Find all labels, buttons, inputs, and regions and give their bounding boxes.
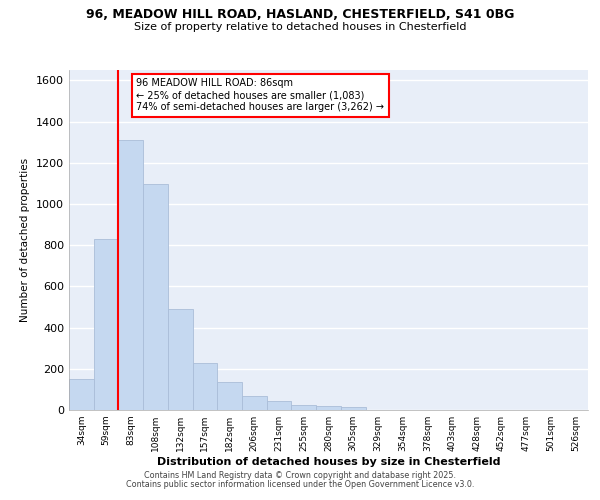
Bar — [143, 184, 168, 410]
Text: Contains HM Land Registry data © Crown copyright and database right 2025.: Contains HM Land Registry data © Crown c… — [144, 471, 456, 480]
Y-axis label: Number of detached properties: Number of detached properties — [20, 158, 31, 322]
X-axis label: Distribution of detached houses by size in Chesterfield: Distribution of detached houses by size … — [157, 457, 500, 467]
Bar — [341, 407, 365, 410]
Text: 96, MEADOW HILL ROAD, HASLAND, CHESTERFIELD, S41 0BG: 96, MEADOW HILL ROAD, HASLAND, CHESTERFI… — [86, 8, 514, 20]
Bar — [316, 406, 341, 410]
Text: Contains public sector information licensed under the Open Government Licence v3: Contains public sector information licen… — [126, 480, 474, 489]
Bar — [193, 362, 217, 410]
Bar — [118, 140, 143, 410]
Bar — [242, 396, 267, 410]
Text: 96 MEADOW HILL ROAD: 86sqm
← 25% of detached houses are smaller (1,083)
74% of s: 96 MEADOW HILL ROAD: 86sqm ← 25% of deta… — [136, 78, 385, 112]
Bar — [292, 405, 316, 410]
Text: Size of property relative to detached houses in Chesterfield: Size of property relative to detached ho… — [134, 22, 466, 32]
Bar — [69, 379, 94, 410]
Bar — [168, 309, 193, 410]
Bar — [217, 382, 242, 410]
Bar — [267, 400, 292, 410]
Bar — [94, 239, 118, 410]
